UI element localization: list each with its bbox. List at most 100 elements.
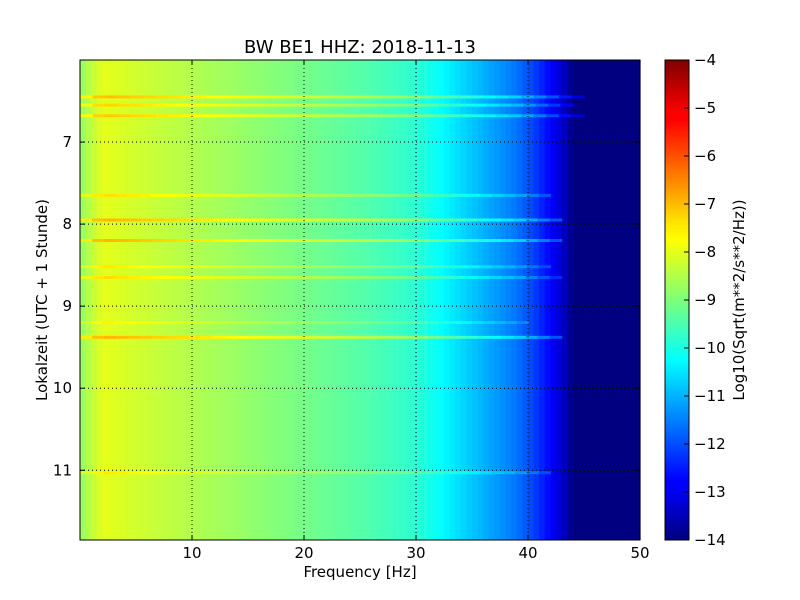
band-segment (441, 239, 454, 243)
band-segment (150, 193, 163, 197)
band-segment (314, 103, 327, 107)
band-segment (306, 114, 320, 118)
band-segment (371, 321, 383, 325)
band-segment (320, 218, 334, 222)
band-segment (214, 321, 227, 325)
y-tick-label: 11 (53, 461, 72, 479)
band-segment (281, 95, 295, 99)
heatmap-cell (220, 60, 227, 540)
band-segment (303, 193, 316, 197)
band-segment (279, 193, 293, 197)
heatmap-cell (119, 60, 126, 540)
band-segment (420, 95, 434, 99)
band-segment (150, 471, 163, 475)
band-segment (140, 218, 153, 222)
band-segment (103, 193, 116, 197)
band-segment (115, 193, 128, 197)
band-segment (116, 218, 129, 222)
heatmap-cell (623, 60, 630, 540)
band-segment (147, 321, 159, 325)
band-segment (437, 103, 451, 107)
spectrogram-plot: 10 20 30 40 50 7 8 9 10 11 (53, 59, 650, 562)
band-segment (332, 239, 346, 243)
band-segment (381, 275, 394, 279)
band-segment (449, 321, 462, 325)
band-segment (243, 114, 257, 118)
band-segment (105, 95, 119, 99)
heatmap-cell (544, 60, 551, 540)
band-segment (444, 265, 457, 269)
band-segment (104, 218, 117, 222)
band-segment (168, 95, 182, 99)
band-segment (164, 275, 177, 279)
band-segment (483, 95, 497, 99)
band-segment (397, 265, 410, 269)
band-segment (479, 193, 493, 197)
band-segment (277, 103, 291, 107)
band-segment (169, 321, 182, 325)
band-segment (395, 114, 409, 118)
band-segment (221, 193, 234, 197)
band-segment (417, 275, 430, 279)
band-segment (256, 471, 269, 475)
heatmap-cell (242, 60, 249, 540)
heatmap-cell (108, 60, 115, 540)
band-segment (320, 275, 334, 279)
colorbar-tick-label: −5 (694, 99, 716, 117)
band-segment (128, 275, 141, 279)
band-segment (264, 103, 278, 107)
band-segment (432, 114, 446, 118)
band-segment (465, 218, 478, 222)
heatmap-cell (326, 60, 333, 540)
band-segment (356, 218, 370, 222)
heatmap-cell (264, 60, 271, 540)
x-axis-ticks: 10 20 30 40 50 (182, 60, 650, 562)
heatmap-cell (589, 60, 596, 540)
band-segment (152, 239, 165, 243)
heatmap-cell (164, 60, 171, 540)
band-segment (382, 321, 395, 325)
band-segment (326, 471, 340, 475)
heatmap-cell (270, 60, 277, 540)
heatmap-cell (494, 60, 501, 540)
band-segment (104, 103, 118, 107)
heatmap-cell (259, 60, 266, 540)
band-segment (174, 193, 187, 197)
band-segment (301, 103, 315, 107)
band-segment (103, 471, 116, 475)
band-segment (501, 275, 515, 279)
band-segment (284, 335, 298, 339)
band-segment (260, 218, 274, 222)
band-segment (221, 265, 234, 269)
heatmap-cell (550, 60, 557, 540)
band-segment (138, 265, 152, 269)
band-segment (256, 265, 269, 269)
band-segment (117, 114, 131, 118)
heatmap-cell (309, 60, 316, 540)
band-segment (381, 335, 394, 339)
band-segment (306, 95, 320, 99)
band-segment (260, 239, 274, 243)
band-segment (215, 103, 229, 107)
band-segment (155, 114, 169, 118)
band-segment (456, 193, 469, 197)
band-segment (225, 321, 238, 325)
heatmap-cell (578, 60, 585, 540)
heatmap-cell (169, 60, 176, 540)
band-segment (468, 265, 481, 269)
band-segment (248, 218, 262, 222)
band-segment (397, 193, 410, 197)
band-segment (152, 218, 165, 222)
heatmap-cell (556, 60, 563, 540)
heatmap-cell (91, 60, 98, 540)
band-segment (444, 193, 457, 197)
band-segment (546, 95, 560, 99)
heatmap-cell (214, 60, 221, 540)
band-segment (491, 265, 504, 269)
heatmap-cell (360, 60, 367, 540)
heatmap-cell (180, 60, 187, 540)
band-segment (315, 471, 328, 475)
heatmap-cell (197, 60, 204, 540)
band-segment (477, 218, 490, 222)
